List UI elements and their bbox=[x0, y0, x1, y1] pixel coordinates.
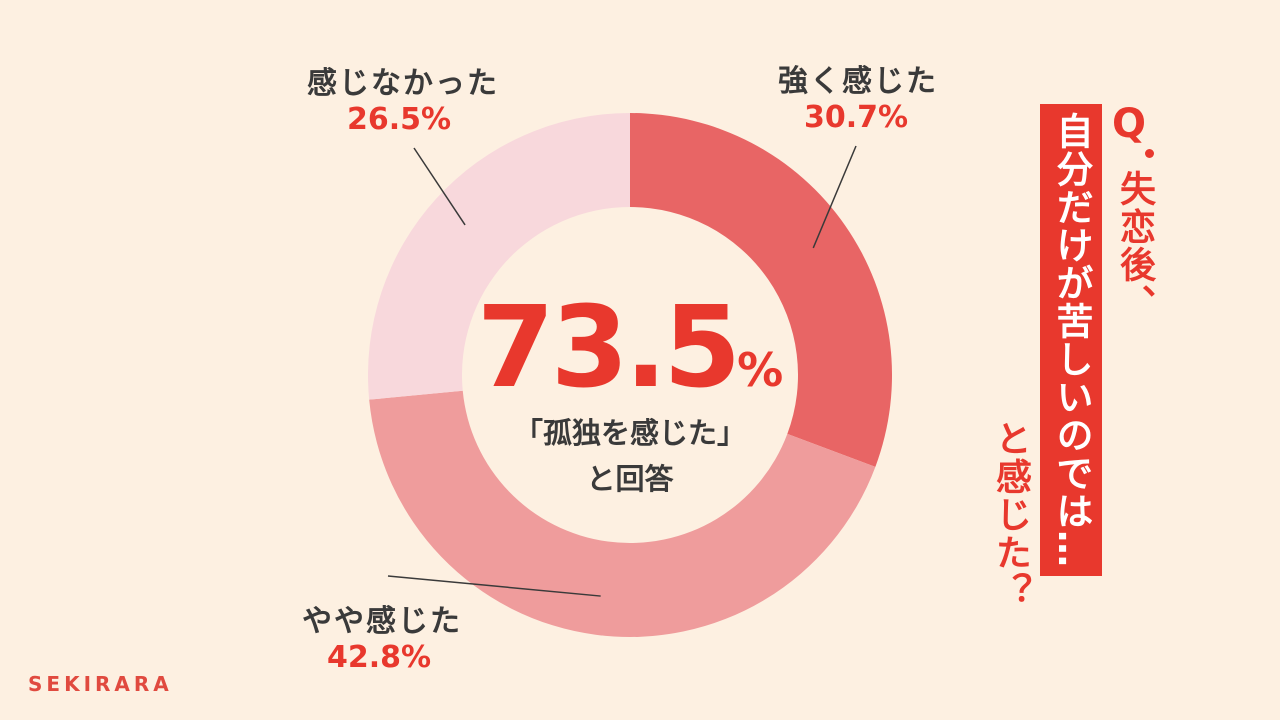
question-line3: と感じた？ bbox=[990, 420, 1031, 610]
leader-none bbox=[413, 147, 466, 226]
slice-value-strong: 30.7% bbox=[804, 100, 909, 135]
center-caption-line1: 「孤独を感じた」 bbox=[513, 416, 747, 450]
leader-somewhat bbox=[387, 575, 601, 597]
leader-lines bbox=[387, 145, 857, 597]
center-total-value: 73.5 bbox=[476, 283, 741, 413]
question-line2: 自分だけが苦しいのでは… bbox=[1040, 104, 1102, 576]
question-line1: 失恋後、 bbox=[1114, 170, 1155, 322]
center-total-unit: % bbox=[737, 343, 784, 397]
slice-label-strong: 強く感じた bbox=[778, 64, 938, 99]
question-mark-q: Q bbox=[1112, 101, 1147, 147]
slice-label-none: 感じなかった bbox=[307, 66, 499, 101]
slice-somewhat bbox=[369, 390, 876, 638]
slice-value-none: 26.5% bbox=[347, 102, 452, 137]
question-dot bbox=[1145, 149, 1154, 158]
center-total: 73.5% bbox=[477, 292, 783, 404]
slice-none bbox=[367, 113, 630, 400]
slice-strong bbox=[630, 113, 893, 467]
slice-label-somewhat: やや感じた bbox=[302, 604, 462, 639]
center-caption-line2: と回答 bbox=[586, 462, 674, 496]
donut-slices bbox=[367, 113, 893, 638]
leader-strong bbox=[812, 145, 857, 249]
slice-value-somewhat: 42.8% bbox=[327, 640, 432, 675]
brand-logo: SEKIRARA bbox=[28, 672, 173, 696]
